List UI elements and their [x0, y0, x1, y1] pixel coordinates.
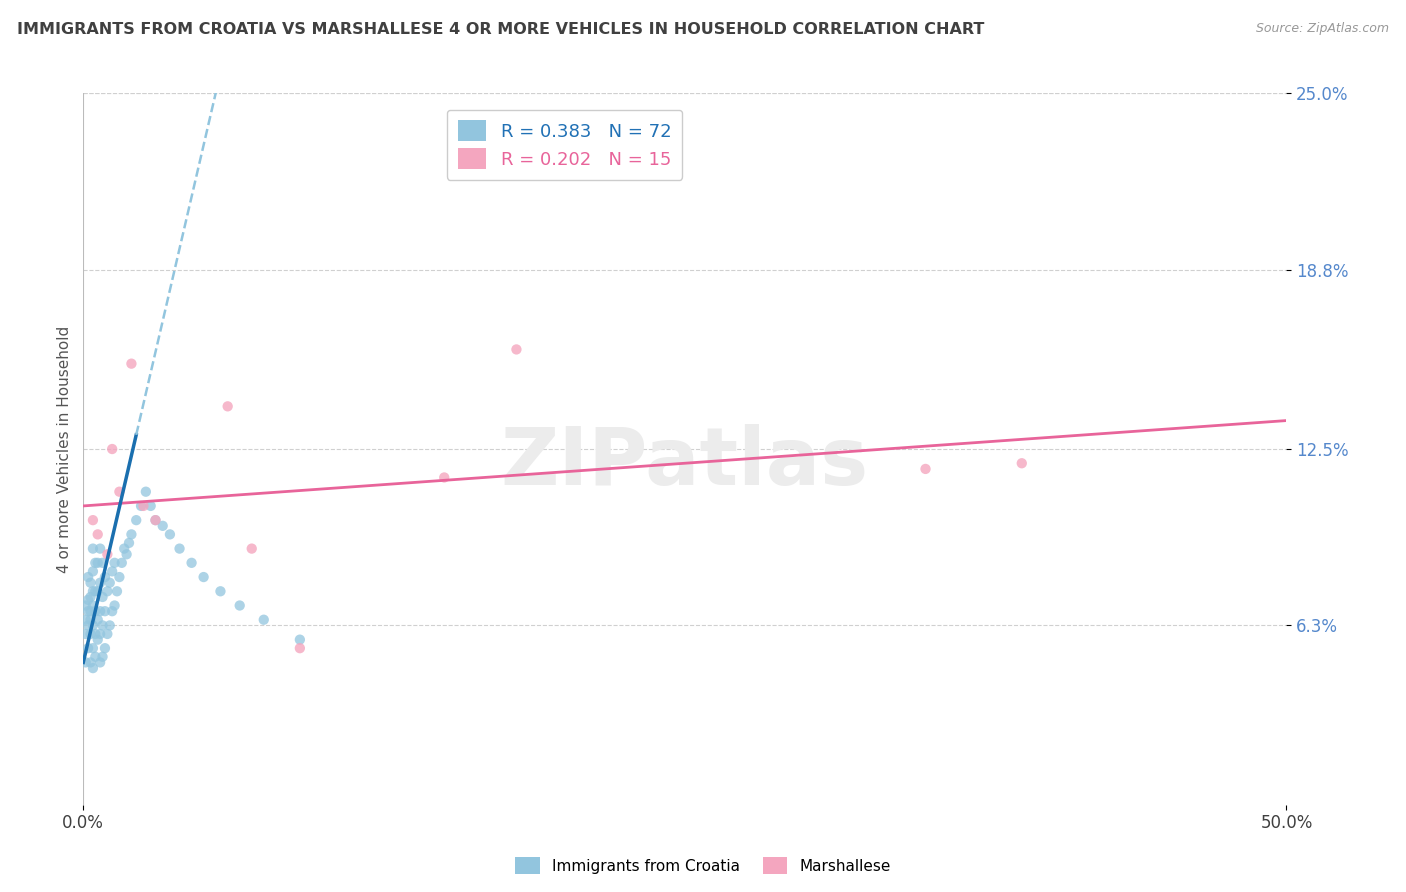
- Point: [145, 513, 167, 527]
- Point: [77, 592, 100, 607]
- Point: [169, 541, 191, 556]
- Point: [101, 565, 124, 579]
- Point: [82, 599, 104, 613]
- Point: [98, 618, 121, 632]
- Point: [112, 541, 135, 556]
- Point: [108, 570, 131, 584]
- Point: [79, 656, 101, 670]
- Point: [89, 575, 111, 590]
- Point: [91, 590, 114, 604]
- Point: [87, 556, 110, 570]
- Point: [209, 584, 232, 599]
- Point: [1011, 456, 1033, 470]
- Point: [75, 613, 97, 627]
- Point: [120, 527, 142, 541]
- Point: [193, 570, 215, 584]
- Point: [87, 613, 110, 627]
- Point: [77, 641, 100, 656]
- Point: [94, 641, 117, 656]
- Point: [217, 400, 239, 414]
- Point: [139, 499, 162, 513]
- Point: [79, 627, 101, 641]
- Point: [101, 442, 124, 456]
- Point: [82, 661, 104, 675]
- Point: [82, 541, 104, 556]
- Point: [77, 618, 100, 632]
- Point: [228, 599, 250, 613]
- Point: [94, 570, 117, 584]
- Point: [79, 613, 101, 627]
- Point: [91, 556, 114, 570]
- Point: [96, 547, 118, 561]
- Point: [115, 547, 138, 561]
- Point: [77, 604, 100, 618]
- Point: [84, 556, 107, 570]
- Point: [152, 519, 174, 533]
- Point: [118, 536, 141, 550]
- Point: [89, 541, 111, 556]
- Point: [288, 641, 311, 656]
- Point: [82, 513, 104, 527]
- Point: [103, 556, 125, 570]
- Point: [103, 599, 125, 613]
- Point: [79, 575, 101, 590]
- Point: [125, 513, 148, 527]
- Point: [108, 484, 131, 499]
- Text: IMMIGRANTS FROM CROATIA VS MARSHALLESE 4 OR MORE VEHICLES IN HOUSEHOLD CORRELATI: IMMIGRANTS FROM CROATIA VS MARSHALLESE 4…: [17, 22, 984, 37]
- Point: [75, 627, 97, 641]
- Point: [75, 656, 97, 670]
- Point: [111, 556, 134, 570]
- Point: [253, 613, 276, 627]
- Point: [89, 627, 111, 641]
- Point: [105, 584, 128, 599]
- Legend: R = 0.383   N = 72, R = 0.202   N = 15: R = 0.383 N = 72, R = 0.202 N = 15: [447, 110, 682, 180]
- Point: [120, 357, 142, 371]
- Point: [94, 604, 117, 618]
- Point: [89, 604, 111, 618]
- Point: [159, 527, 181, 541]
- Point: [89, 656, 111, 670]
- Point: [180, 556, 202, 570]
- Point: [82, 565, 104, 579]
- Point: [84, 627, 107, 641]
- Point: [240, 541, 263, 556]
- Point: [145, 513, 167, 527]
- Point: [433, 470, 456, 484]
- Point: [82, 584, 104, 599]
- Point: [79, 590, 101, 604]
- Point: [129, 499, 152, 513]
- Point: [75, 599, 97, 613]
- Point: [132, 499, 155, 513]
- Point: [91, 649, 114, 664]
- Point: [96, 627, 118, 641]
- Point: [914, 462, 936, 476]
- Point: [82, 641, 104, 656]
- Point: [96, 584, 118, 599]
- Point: [91, 618, 114, 632]
- Point: [288, 632, 311, 647]
- Point: [505, 343, 527, 357]
- Y-axis label: 4 or more Vehicles in Household: 4 or more Vehicles in Household: [58, 326, 72, 573]
- Point: [82, 618, 104, 632]
- Point: [79, 604, 101, 618]
- Point: [84, 649, 107, 664]
- Point: [87, 584, 110, 599]
- Point: [84, 604, 107, 618]
- Point: [87, 527, 110, 541]
- Point: [84, 584, 107, 599]
- Point: [98, 575, 121, 590]
- Point: [135, 484, 157, 499]
- Point: [87, 632, 110, 647]
- Text: Source: ZipAtlas.com: Source: ZipAtlas.com: [1256, 22, 1389, 36]
- Legend: Immigrants from Croatia, Marshallese: Immigrants from Croatia, Marshallese: [509, 851, 897, 880]
- Point: [77, 570, 100, 584]
- Text: ZIPatlas: ZIPatlas: [501, 425, 869, 502]
- Point: [101, 604, 124, 618]
